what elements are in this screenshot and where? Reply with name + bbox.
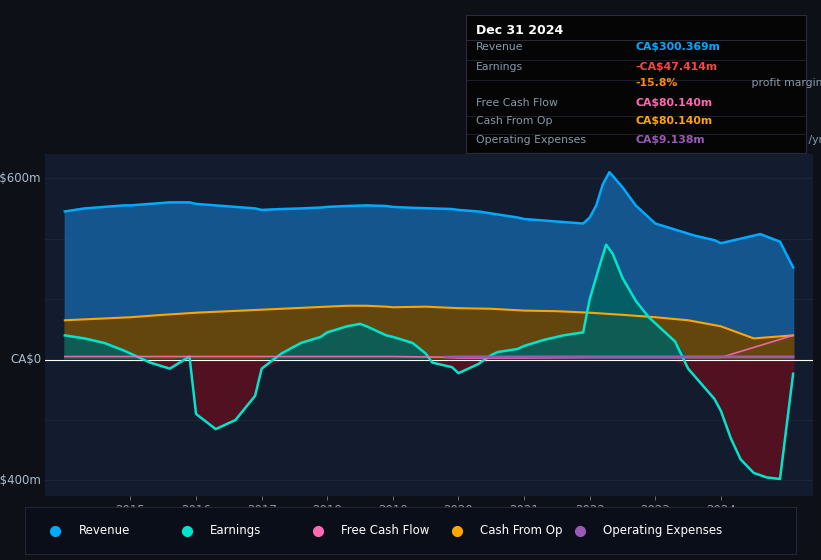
Text: Earnings: Earnings [475, 62, 523, 72]
Text: Cash From Op: Cash From Op [480, 524, 562, 537]
Text: Revenue: Revenue [79, 524, 130, 537]
Text: Free Cash Flow: Free Cash Flow [475, 98, 557, 108]
Text: -15.8%: -15.8% [635, 78, 678, 88]
Text: CA$600m: CA$600m [0, 172, 41, 185]
Text: Revenue: Revenue [475, 43, 523, 52]
Text: -CA$400m: -CA$400m [0, 474, 41, 487]
Text: Earnings: Earnings [210, 524, 261, 537]
Text: Cash From Op: Cash From Op [475, 116, 553, 126]
Text: -CA$47.414m: -CA$47.414m [635, 62, 718, 72]
Text: Dec 31 2024: Dec 31 2024 [475, 24, 563, 38]
Text: CA$9.138m: CA$9.138m [635, 136, 705, 146]
Text: profit margin: profit margin [748, 78, 821, 88]
Text: CA$0: CA$0 [10, 353, 41, 366]
Text: CA$80.140m: CA$80.140m [635, 116, 713, 126]
Text: Operating Expenses: Operating Expenses [475, 136, 585, 146]
Text: CA$80.140m: CA$80.140m [635, 98, 713, 108]
Text: /yr: /yr [805, 136, 821, 146]
Text: Operating Expenses: Operating Expenses [603, 524, 722, 537]
Text: CA$300.369m: CA$300.369m [635, 43, 721, 52]
Text: Free Cash Flow: Free Cash Flow [341, 524, 429, 537]
